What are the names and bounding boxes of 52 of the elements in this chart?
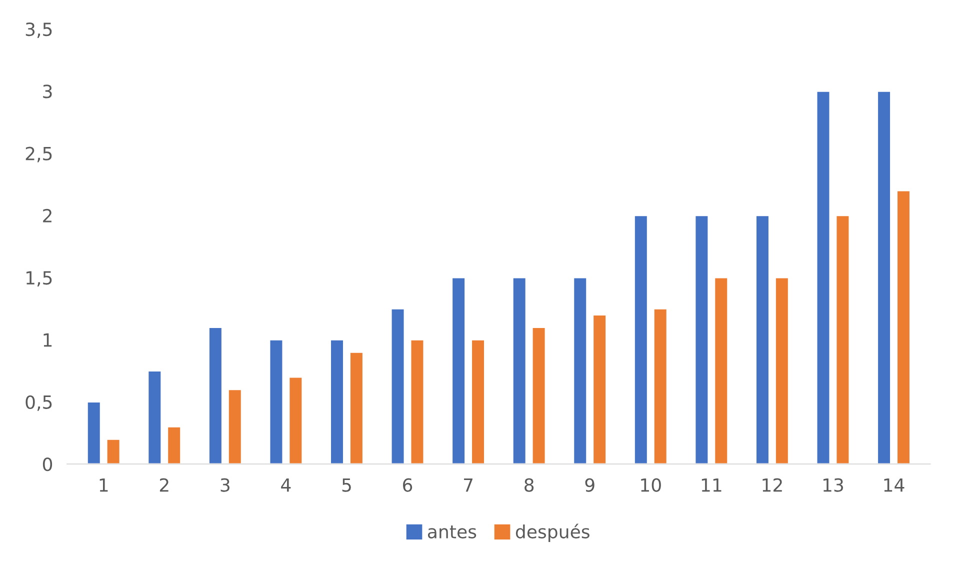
x-tick-label: 13 — [823, 478, 844, 492]
bar — [330, 339, 344, 464]
bar — [531, 326, 546, 464]
x-tick-label: 12 — [762, 478, 782, 492]
bar — [652, 308, 668, 464]
bar — [470, 339, 486, 464]
bar — [86, 401, 102, 464]
bar — [410, 339, 425, 464]
x-tick-label: 14 — [884, 478, 904, 492]
x-tick-label: 9 — [585, 478, 594, 492]
bar — [572, 276, 588, 464]
bar — [835, 214, 850, 464]
bar — [694, 214, 710, 464]
y-tick-label: 1 — [44, 333, 52, 347]
x-tick-label: 1 — [100, 478, 108, 492]
y-tick-label: 0 — [42, 457, 52, 472]
bar — [755, 214, 770, 464]
legend-label: antes — [428, 526, 476, 538]
bar — [106, 438, 121, 464]
bar — [592, 314, 607, 464]
x-tick-label: 2 — [160, 478, 168, 492]
y-tick-label: 2 — [43, 208, 52, 222]
y-tick-label: 3,5 — [26, 22, 52, 38]
bar — [390, 308, 406, 464]
bar — [451, 276, 466, 464]
x-tick-label: 5 — [342, 478, 351, 492]
bar — [512, 276, 527, 464]
bar — [714, 276, 729, 464]
x-tick-label: 3 — [220, 478, 230, 492]
y-tick-label: 2,5 — [26, 146, 52, 162]
y-tick-label: 3 — [43, 84, 52, 98]
bar — [774, 276, 790, 464]
bar — [228, 388, 242, 464]
bar — [634, 214, 648, 464]
bar — [896, 190, 911, 464]
y-tick-label: 0,5 — [26, 395, 52, 411]
x-tick-label: 4 — [281, 478, 291, 492]
bar — [208, 326, 223, 464]
bar — [268, 339, 284, 464]
x-tick-label: 11 — [702, 478, 722, 492]
bar — [816, 90, 831, 464]
bar — [876, 90, 892, 464]
legend-label: después — [516, 524, 590, 542]
bar — [147, 370, 162, 464]
x-tick-label: 10 — [641, 478, 661, 492]
y-tick-label: 1,5 — [26, 271, 52, 287]
bar — [166, 426, 182, 464]
x-tick-label: 8 — [524, 478, 534, 492]
x-tick-label: 7 — [464, 478, 472, 492]
bar — [288, 376, 304, 464]
x-tick-label: 6 — [403, 478, 412, 492]
bar — [349, 351, 364, 464]
